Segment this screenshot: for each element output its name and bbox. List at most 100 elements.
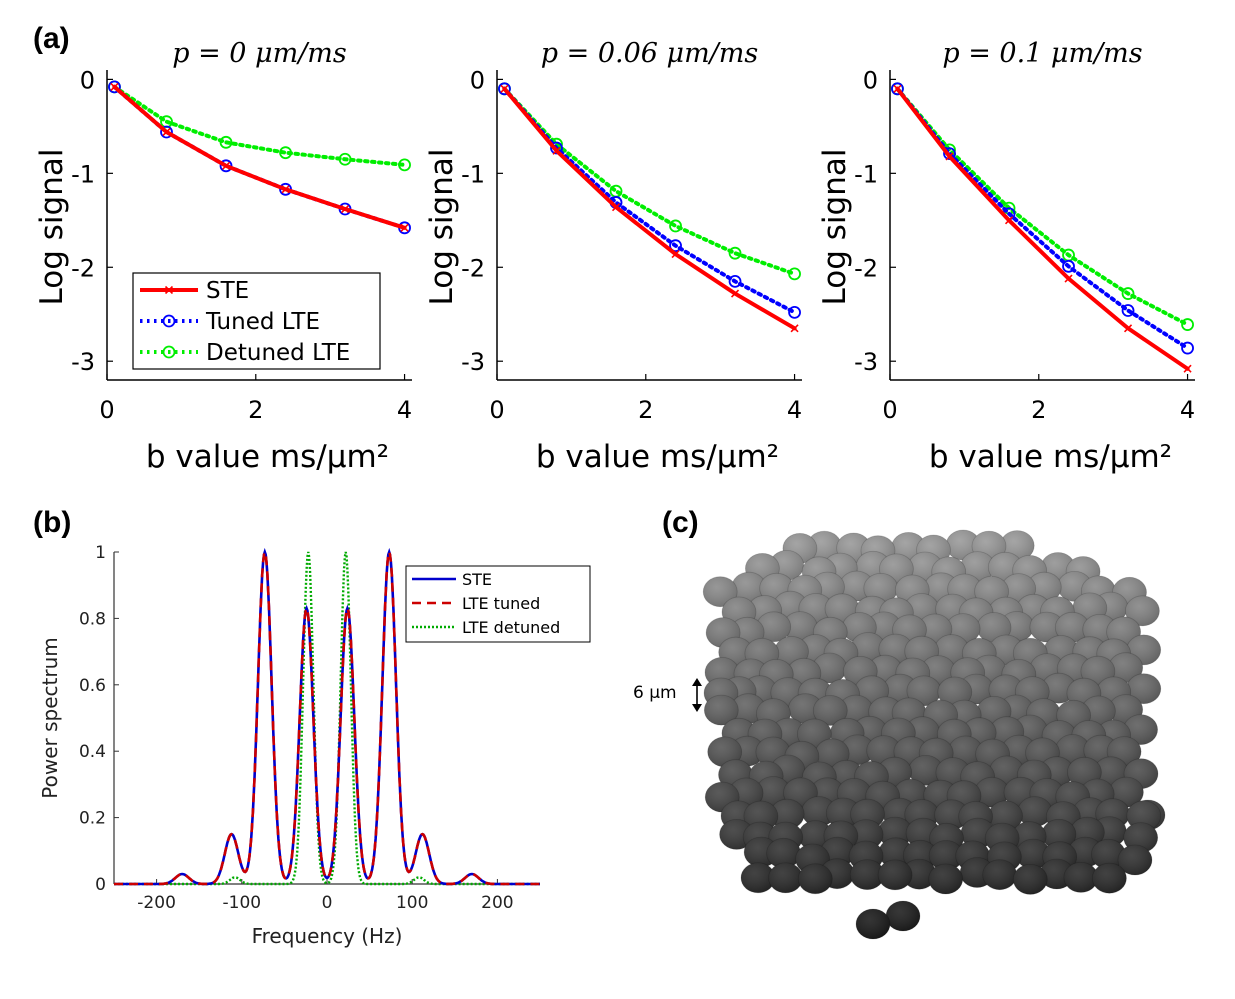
y-tick-label: 0.6 bbox=[79, 676, 106, 696]
sphere bbox=[801, 796, 837, 827]
legend-label: STE bbox=[462, 570, 492, 589]
sphere-shading bbox=[977, 612, 1011, 643]
sphere bbox=[766, 837, 801, 869]
sphere-shading bbox=[840, 734, 875, 765]
data-point bbox=[788, 305, 801, 319]
sphere bbox=[885, 900, 921, 932]
sphere-shading bbox=[988, 800, 1023, 831]
data-point bbox=[108, 80, 121, 94]
data-point bbox=[219, 135, 233, 149]
sphere bbox=[1123, 714, 1158, 745]
sphere-shading bbox=[974, 777, 1009, 808]
marker-stroke bbox=[611, 203, 621, 212]
x-tick-label: -100 bbox=[223, 893, 262, 913]
sphere bbox=[928, 840, 964, 871]
data-point bbox=[1004, 216, 1014, 225]
data-point bbox=[1181, 341, 1194, 355]
marker-stroke bbox=[500, 84, 509, 93]
x-tick-label: 0 bbox=[99, 396, 114, 424]
series-line-ste bbox=[895, 86, 1190, 371]
scale-label: 6 µm bbox=[633, 683, 677, 703]
sphere-shading bbox=[1125, 595, 1160, 626]
y-tick-label: 0 bbox=[470, 66, 485, 94]
legend-marker bbox=[162, 345, 176, 359]
x-tick-label: 0 bbox=[322, 893, 333, 913]
x-tick-label: 4 bbox=[397, 396, 412, 424]
y-axis-label: Log signal bbox=[424, 149, 460, 306]
sphere-shading bbox=[1092, 863, 1127, 894]
sphere bbox=[945, 529, 981, 561]
y-tick-label: 0 bbox=[80, 66, 95, 94]
data-point bbox=[790, 324, 799, 333]
sphere-shading bbox=[741, 862, 775, 893]
sphere bbox=[788, 693, 823, 725]
sphere-shading bbox=[1126, 673, 1161, 704]
series-line-detuned-lte bbox=[112, 84, 407, 167]
series-line-ste bbox=[112, 84, 407, 230]
sphere bbox=[703, 694, 739, 726]
sphere bbox=[812, 652, 847, 684]
sphere bbox=[756, 611, 792, 643]
y-tick-label: -2 bbox=[461, 254, 485, 282]
y-tick-label: -1 bbox=[461, 160, 485, 188]
sphere bbox=[1063, 862, 1099, 893]
data-point bbox=[728, 274, 742, 288]
data-point bbox=[611, 203, 621, 212]
sphere-shading bbox=[783, 611, 818, 642]
y-tick-label: -3 bbox=[71, 348, 95, 376]
marker-stroke bbox=[790, 324, 799, 333]
sphere bbox=[855, 908, 891, 940]
data-point bbox=[279, 146, 292, 160]
sphere-shading bbox=[770, 799, 805, 830]
marker-stroke bbox=[1183, 364, 1192, 373]
marker-stroke bbox=[552, 146, 561, 155]
y-tick-label: -2 bbox=[71, 254, 95, 282]
sphere-shading bbox=[813, 695, 848, 726]
marker-stroke bbox=[893, 84, 902, 93]
data-point bbox=[1121, 287, 1135, 300]
x-tick-label: 200 bbox=[481, 893, 513, 913]
chart-title: p = 0.1 μm/ms bbox=[942, 38, 1142, 69]
marker-stroke bbox=[340, 204, 350, 214]
marker-stroke bbox=[110, 82, 119, 91]
legend-marker bbox=[162, 314, 176, 328]
data-point bbox=[110, 82, 119, 91]
series-line-ste bbox=[502, 86, 797, 331]
series-line-tuned-lte bbox=[502, 86, 797, 315]
data-point bbox=[1181, 318, 1194, 331]
chart-p006: 0-1-2-30 2 4p = 0.06 μm/msb value ms/μm²Lo… bbox=[424, 38, 802, 475]
marker-stroke bbox=[162, 127, 171, 137]
sphere-shading bbox=[801, 796, 836, 827]
data-point bbox=[162, 127, 171, 137]
y-axis-label: Power spectrum bbox=[38, 637, 62, 798]
sphere-shading bbox=[768, 862, 803, 893]
sphere-shading bbox=[1123, 714, 1158, 745]
panel-label-a: (a) bbox=[33, 22, 70, 55]
marker-stroke bbox=[1064, 274, 1073, 283]
sphere-shading bbox=[798, 820, 833, 851]
sphere-shading bbox=[946, 530, 981, 560]
sphere bbox=[1123, 822, 1159, 853]
x-tick-label: 2 bbox=[248, 396, 263, 424]
y-tick-label: -1 bbox=[854, 160, 878, 188]
sphere bbox=[1125, 595, 1160, 627]
data-point bbox=[340, 204, 350, 214]
x-axis-label: b value ms/μm² bbox=[929, 439, 1172, 475]
y-tick-label: 0.4 bbox=[79, 742, 106, 762]
legend: STE Tuned LTE Detuned LTE bbox=[132, 272, 381, 370]
sphere bbox=[1126, 673, 1162, 705]
scale-arrow-icon bbox=[692, 678, 702, 712]
series-line-ste bbox=[114, 547, 540, 886]
x-tick-label: 4 bbox=[1180, 396, 1195, 424]
legend-marker bbox=[164, 285, 174, 295]
sphere-shading bbox=[766, 838, 801, 869]
marker-stroke bbox=[730, 289, 740, 298]
sphere-shading bbox=[756, 776, 791, 807]
sphere-shading bbox=[960, 551, 995, 582]
x-tick-label: 2 bbox=[1031, 396, 1046, 424]
sphere-shading bbox=[849, 819, 884, 850]
chart-title: p = 0.06 μm/ms bbox=[541, 38, 758, 69]
sphere bbox=[768, 862, 803, 894]
